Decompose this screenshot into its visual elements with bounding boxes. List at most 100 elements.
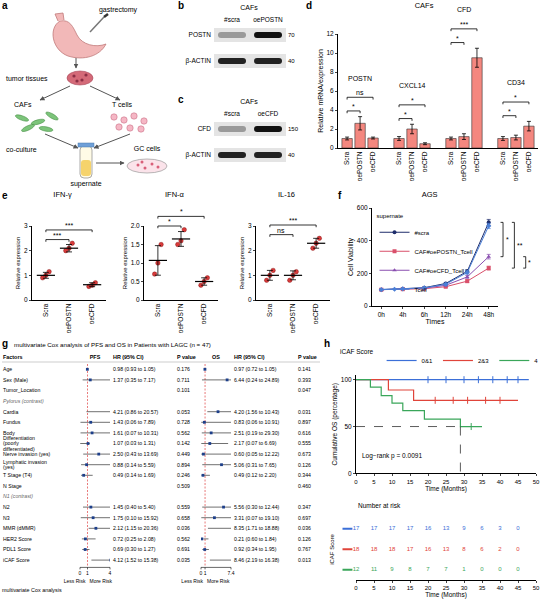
svg-text:Scra: Scra: [154, 303, 161, 317]
svg-text:3.31 (0.07 to 19.10): 3.31 (0.07 to 19.10): [234, 515, 280, 521]
svg-text:0.031: 0.031: [298, 409, 311, 415]
svg-text:*: *: [180, 208, 183, 215]
svg-text:200: 200: [357, 270, 368, 277]
svg-text:CAFs: CAFs: [240, 98, 258, 105]
svg-text:4: 4: [109, 570, 112, 576]
svg-text:P value: P value: [177, 354, 196, 360]
svg-text:0: 0: [200, 570, 203, 576]
svg-text:PDL1 Score: PDL1 Score: [3, 546, 31, 552]
svg-text:12: 12: [353, 566, 360, 572]
svg-text:oeCFD: oeCFD: [200, 303, 207, 324]
svg-text:Age: Age: [3, 366, 12, 372]
svg-text:2: 2: [24, 247, 28, 254]
svg-text:8: 8: [408, 566, 412, 572]
svg-text:6: 6: [480, 546, 484, 552]
svg-text:1.37 (0.35 to 7.17): 1.37 (0.35 to 7.17): [113, 377, 156, 383]
svg-text:8.35 (1.71 to 18.88): 8.35 (1.71 to 18.88): [234, 525, 280, 531]
svg-text:0.035: 0.035: [177, 557, 190, 563]
svg-text:*: *: [411, 97, 414, 104]
svg-text:0: 0: [248, 296, 252, 303]
svg-text:0.509: 0.509: [177, 483, 190, 489]
svg-text:13: 13: [443, 525, 450, 531]
svg-text:40: 40: [288, 152, 295, 158]
svg-text:Cardia: Cardia: [3, 409, 18, 415]
svg-text:0.449: 0.449: [177, 451, 190, 457]
svg-text:*: *: [508, 108, 511, 115]
svg-text:ns: ns: [277, 227, 285, 234]
svg-text:10: 10: [389, 585, 396, 591]
svg-text:5: 5: [372, 585, 376, 591]
svg-text:40: 40: [288, 58, 295, 64]
svg-text:0.691: 0.691: [177, 546, 190, 552]
svg-text:1: 1: [86, 570, 89, 576]
svg-text:*: *: [404, 111, 407, 118]
svg-text:*: *: [528, 259, 531, 266]
svg-text:oePOSTN: oePOSTN: [253, 16, 283, 23]
svg-text:0: 0: [136, 296, 140, 303]
svg-text:supernate: supernate: [70, 180, 101, 188]
svg-text:0.49 (0.12 to 2.20): 0.49 (0.12 to 2.20): [234, 472, 277, 478]
svg-text:0: 0: [330, 144, 334, 151]
svg-text:Less Risk: Less Risk: [64, 578, 86, 584]
svg-text:70: 70: [288, 32, 295, 38]
svg-text:50: 50: [344, 423, 352, 430]
svg-text:2: 2: [498, 546, 502, 552]
svg-text:1.5: 1.5: [131, 241, 140, 248]
svg-text:Factors: Factors: [3, 354, 22, 360]
svg-text:0.21 (0.60 to 1.84): 0.21 (0.60 to 1.84): [234, 536, 277, 542]
svg-text:IFN-γ: IFN-γ: [53, 190, 72, 199]
svg-text:0.562: 0.562: [177, 430, 190, 436]
svg-text:4: 4: [330, 106, 334, 113]
svg-text:0.897: 0.897: [298, 419, 311, 425]
svg-text:13: 13: [443, 546, 450, 552]
svg-text:multivariate Cox analysis: multivariate Cox analysis: [2, 587, 62, 593]
svg-text:20: 20: [425, 585, 432, 591]
svg-text:6: 6: [330, 87, 334, 94]
svg-text:oePOSTN: oePOSTN: [289, 303, 296, 333]
svg-text:18: 18: [353, 546, 360, 552]
svg-text:2.0: 2.0: [131, 222, 140, 229]
svg-text:7: 7: [426, 566, 430, 572]
svg-text:Pylorus (contrast): Pylorus (contrast): [3, 398, 44, 404]
svg-text:0.555: 0.555: [298, 440, 311, 446]
svg-text:0.673: 0.673: [298, 451, 311, 457]
svg-text:*: *: [168, 218, 171, 225]
svg-text:MMR (dMMR): MMR (dMMR): [3, 525, 36, 531]
svg-text:1: 1: [248, 272, 252, 279]
svg-text:β-ACTIN: β-ACTIN: [186, 151, 212, 159]
svg-text:0.616: 0.616: [298, 430, 311, 436]
svg-text:0&1: 0&1: [422, 358, 433, 364]
svg-text:4.12 (1.52 to 15.38): 4.12 (1.52 to 15.38): [113, 557, 159, 563]
svg-text:Relative expression: Relative expression: [239, 237, 245, 289]
svg-text:12h: 12h: [440, 311, 451, 318]
svg-text:20: 20: [425, 479, 432, 485]
svg-text:0.036: 0.036: [298, 525, 311, 531]
svg-text:0: 0: [354, 479, 358, 485]
svg-text:N3: N3: [3, 515, 10, 521]
svg-text:2: 2: [248, 247, 252, 254]
svg-text:0: 0: [516, 566, 520, 572]
svg-text:15: 15: [407, 585, 414, 591]
svg-text:4.21 (0.86 to 20.57): 4.21 (0.86 to 20.57): [113, 409, 159, 415]
svg-text:2.17 (0.07 to 6.69): 2.17 (0.07 to 6.69): [234, 440, 277, 446]
svg-text:T Stage (T4): T Stage (T4): [3, 472, 32, 478]
svg-text:POSTN: POSTN: [189, 31, 212, 38]
svg-text:*: *: [352, 103, 355, 110]
svg-text:(yes): (yes): [3, 464, 15, 470]
svg-text:supernate: supernate: [377, 213, 404, 219]
svg-text:Scra: Scra: [447, 151, 454, 165]
svg-text:multivariate Cox analysis of P: multivariate Cox analysis of PFS and OS …: [14, 341, 211, 348]
svg-text:CAF#oeCFD_Tcell: CAF#oeCFD_Tcell: [415, 268, 465, 274]
svg-text:gastrectomy: gastrectomy: [99, 6, 138, 14]
svg-text:3: 3: [248, 222, 252, 229]
svg-text:100: 100: [341, 376, 352, 383]
svg-text:1.61 (0.07 to 10.31): 1.61 (0.07 to 10.31): [113, 430, 159, 436]
svg-text:17: 17: [371, 525, 378, 531]
svg-text:3: 3: [498, 525, 502, 531]
svg-text:oePOSTN: oePOSTN: [408, 151, 415, 181]
svg-text:#scra: #scra: [224, 16, 240, 23]
svg-text:35: 35: [479, 479, 486, 485]
svg-text:oeCFD: oeCFD: [258, 110, 279, 117]
svg-text:0.658: 0.658: [177, 515, 190, 521]
svg-text:12: 12: [326, 30, 334, 37]
